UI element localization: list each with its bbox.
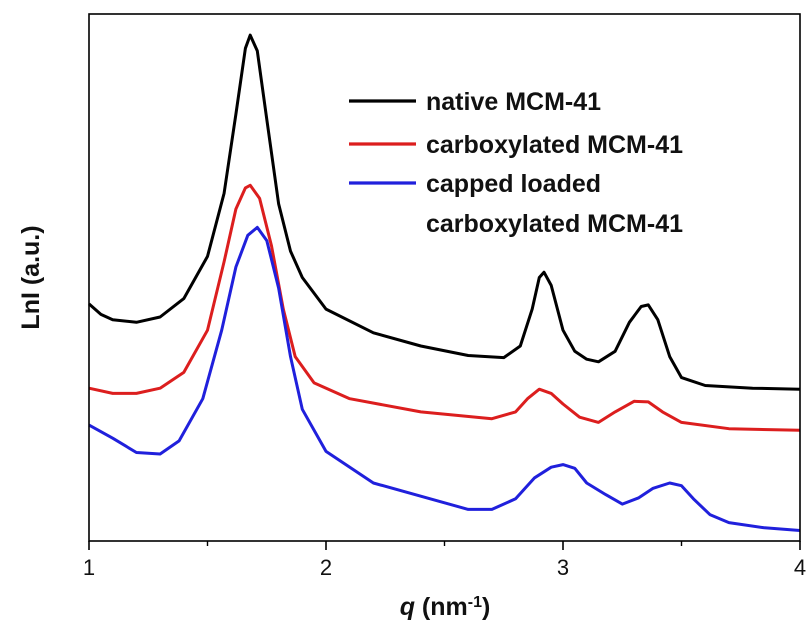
x-tick-label: 4	[794, 555, 806, 580]
x-tick-label: 3	[557, 555, 569, 580]
legend-label-1: native MCM-41	[426, 88, 601, 116]
x-axis-unit-close: )	[482, 593, 490, 621]
legend: native MCM-41 carboxylated MCM-41 capped l…	[349, 88, 683, 238]
x-axis-unit: (nm	[415, 593, 468, 621]
x-axis-variable: q	[400, 593, 415, 621]
x-axis-unit-exponent: -1	[468, 594, 482, 611]
x-tick-label: 2	[320, 555, 332, 580]
x-tick-label: 1	[83, 555, 95, 580]
series-line-3	[88, 225, 801, 532]
legend-label-2: carboxylated MCM-41	[426, 131, 683, 159]
series-line-1	[88, 33, 801, 391]
y-axis-title: LnI (a.u.)	[17, 225, 45, 329]
x-axis: 1 2 3 4	[83, 541, 806, 580]
x-axis-title: q (nm-1)	[400, 593, 491, 621]
legend-label-3-line-1: capped loaded	[426, 170, 601, 198]
series-line-2	[88, 183, 801, 432]
legend-label-3-line-2: carboxylated MCM-41	[426, 210, 683, 238]
series-layer	[88, 33, 801, 532]
